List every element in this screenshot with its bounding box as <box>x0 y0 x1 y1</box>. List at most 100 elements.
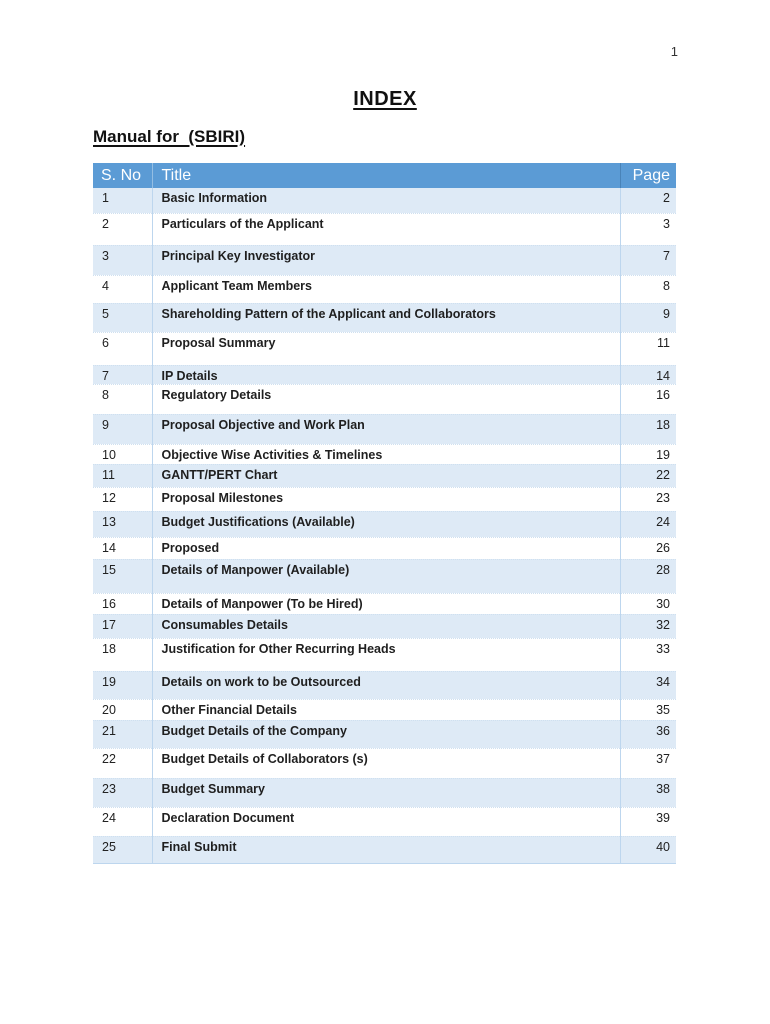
row-page: 30 <box>619 593 676 614</box>
row-page: 37 <box>619 748 676 778</box>
row-page: 14 <box>619 365 676 384</box>
row-page: 3 <box>619 213 676 245</box>
row-sno: 13 <box>102 514 116 529</box>
row-page: 26 <box>619 537 676 559</box>
row-sno: 4 <box>102 278 109 293</box>
table-row: 8 Regulatory Details 16 <box>93 384 676 414</box>
page-title: INDEX <box>353 88 417 110</box>
row-page: 33 <box>619 638 676 671</box>
row-title: Budget Details of the Company <box>151 720 620 748</box>
row-sno: 5 <box>102 306 109 321</box>
index-table-body: 1 Basic Information 2 2 Particulars of the A… <box>93 188 676 863</box>
row-sno: 9 <box>102 417 109 432</box>
table-row: 20 Other Financial Details 35 <box>93 699 676 720</box>
row-title: Other Financial Details <box>151 699 620 720</box>
table-row: 22 Budget Details of Collaborators (s) 37 <box>93 748 676 778</box>
row-title: Principal Key Investigator <box>151 245 620 275</box>
row-sno: 1 <box>102 191 109 205</box>
table-row: 11 GANTT/PERT Chart 22 <box>93 464 676 487</box>
table-row: 21 Budget Details of the Company 36 <box>93 720 676 748</box>
row-page: 18 <box>619 414 676 444</box>
row-page: 9 <box>619 303 676 332</box>
row-title: Particulars of the Applicant <box>151 213 620 245</box>
table-row: 4 Applicant Team Members 8 <box>93 275 676 303</box>
row-sno: 16 <box>102 596 116 611</box>
row-sno: 18 <box>102 641 116 656</box>
row-sno: 7 <box>102 368 109 383</box>
row-title: Regulatory Details <box>151 384 620 414</box>
row-title: IP Details <box>151 365 620 384</box>
row-title: Proposal Milestones <box>151 487 620 511</box>
table-row: 12 Proposal Milestones 23 <box>93 487 676 511</box>
row-page: 22 <box>619 464 676 487</box>
table-row: 7 IP Details 14 <box>93 365 676 384</box>
row-sno: 19 <box>102 674 116 689</box>
row-sno: 6 <box>102 335 109 350</box>
row-sno: 17 <box>102 617 116 632</box>
row-sno: 25 <box>102 839 116 854</box>
row-sno: 2 <box>102 216 109 231</box>
table-row: 5 Shareholding Pattern of the Applicant a… <box>93 303 676 332</box>
row-sno: 14 <box>102 540 116 555</box>
row-page: 23 <box>619 487 676 511</box>
row-sno: 22 <box>102 751 116 766</box>
row-sno: 8 <box>102 387 109 402</box>
row-page: 28 <box>619 559 676 593</box>
row-title: Basic Information <box>151 188 620 213</box>
row-title: GANTT/PERT Chart <box>151 464 620 487</box>
row-page: 39 <box>619 807 676 836</box>
row-page: 11 <box>619 332 676 365</box>
row-title: Proposed <box>151 537 620 559</box>
row-title: Objective Wise Activities & Timelines <box>151 444 620 464</box>
row-title: Applicant Team Members <box>151 275 620 303</box>
row-sno: 11 <box>102 467 115 482</box>
row-title: Consumables Details <box>151 614 620 638</box>
table-row: 14 Proposed 26 <box>93 537 676 559</box>
row-title: Details of Manpower (To be Hired) <box>151 593 620 614</box>
table-row: 23 Budget Summary 38 <box>93 778 676 807</box>
table-row: 24 Declaration Document 39 <box>93 807 676 836</box>
table-header-row: S. No Title Page <box>93 163 676 188</box>
row-page: 8 <box>619 275 676 303</box>
table-row: 15 Details of Manpower (Available) 28 <box>93 559 676 593</box>
row-title: Proposal Summary <box>151 332 620 365</box>
table-row: 19 Details on work to be Outsourced 34 <box>93 671 676 699</box>
row-sno: 12 <box>102 490 116 505</box>
table-row: 17 Consumables Details 32 <box>93 614 676 638</box>
row-sno: 24 <box>102 810 116 825</box>
row-page: 40 <box>619 836 676 863</box>
table-row: 25 Final Submit 40 <box>93 836 676 863</box>
page-number: 1 <box>670 44 678 59</box>
row-page: 38 <box>619 778 676 807</box>
row-title: Justification for Other Recurring Heads <box>151 638 620 671</box>
header-sno: S. No <box>93 163 152 188</box>
row-page: 24 <box>619 511 676 537</box>
row-sno: 15 <box>102 562 116 577</box>
manual-subtitle: Manual for (SBIRI) <box>93 127 246 146</box>
row-title: Budget Justifications (Available) <box>151 511 620 537</box>
row-page: 35 <box>619 699 676 720</box>
table-row: 3 Principal Key Investigator 7 <box>93 245 676 275</box>
row-title: Proposal Objective and Work Plan <box>151 414 620 444</box>
header-title: Title <box>151 163 620 188</box>
row-page: 7 <box>619 245 676 275</box>
row-page: 16 <box>619 384 676 414</box>
table-row: 13 Budget Justifications (Available) 24 <box>93 511 676 537</box>
row-title: Details of Manpower (Available) <box>151 559 620 593</box>
row-sno: 21 <box>102 723 116 738</box>
table-row: 10 Objective Wise Activities & Timelines 1… <box>93 444 676 464</box>
table-row: 16 Details of Manpower (To be Hired) 30 <box>93 593 676 614</box>
row-sno: 23 <box>102 781 116 796</box>
table-row: 9 Proposal Objective and Work Plan 18 <box>93 414 676 444</box>
row-title: Details on work to be Outsourced <box>151 671 620 699</box>
row-title: Shareholding Pattern of the Applicant an… <box>151 303 620 332</box>
table-row: 2 Particulars of the Applicant 3 <box>93 213 676 245</box>
header-page: Page <box>619 163 676 188</box>
table-row: 1 Basic Information 2 <box>93 188 676 213</box>
row-title: Budget Details of Collaborators (s) <box>151 748 620 778</box>
row-page: 36 <box>619 720 676 748</box>
row-title: Final Submit <box>151 836 620 863</box>
row-sno: 10 <box>102 447 116 462</box>
row-page: 2 <box>619 188 676 213</box>
index-table: S. No Title Page 1 Basic Information 2 2 Par… <box>93 163 676 864</box>
